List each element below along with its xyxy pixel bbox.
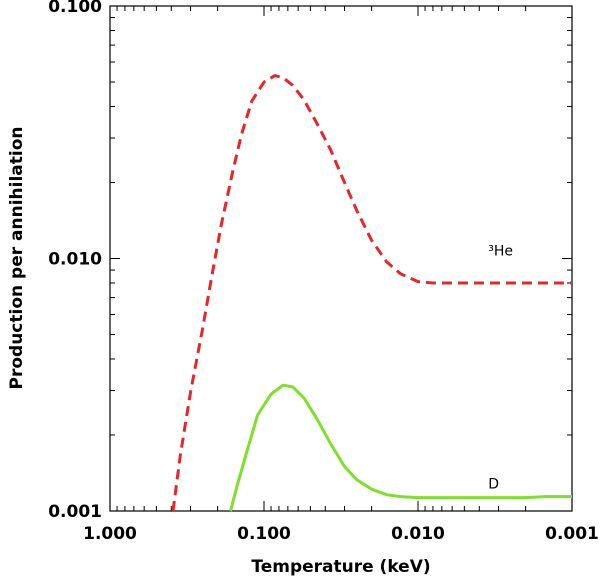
y-axis-title: Production per annihilation	[7, 127, 27, 390]
x-tick-label: 0.001	[545, 524, 599, 544]
x-tick-label: 1.000	[83, 524, 137, 544]
x-tick-label: 0.010	[391, 524, 445, 544]
series-line-he3	[171, 74, 572, 512]
series-line-d	[229, 383, 572, 512]
y-tick-label: 0.010	[48, 250, 102, 270]
y-tick-label: 0.100	[48, 0, 102, 17]
axis-ticks	[109, 5, 573, 512]
tick-labels: 1.000 0.100 0.010 0.001 0.001 0.010 0.100	[48, 0, 599, 544]
x-axis-title: Temperature (keV)	[251, 557, 430, 577]
series-annotation: D	[488, 476, 499, 492]
series-layer	[171, 74, 572, 512]
series-annotation: ³He	[488, 243, 513, 259]
y-tick-label: 0.001	[48, 502, 102, 522]
x-tick-label: 0.100	[237, 524, 291, 544]
annotation-layer: ³He D	[488, 243, 513, 492]
